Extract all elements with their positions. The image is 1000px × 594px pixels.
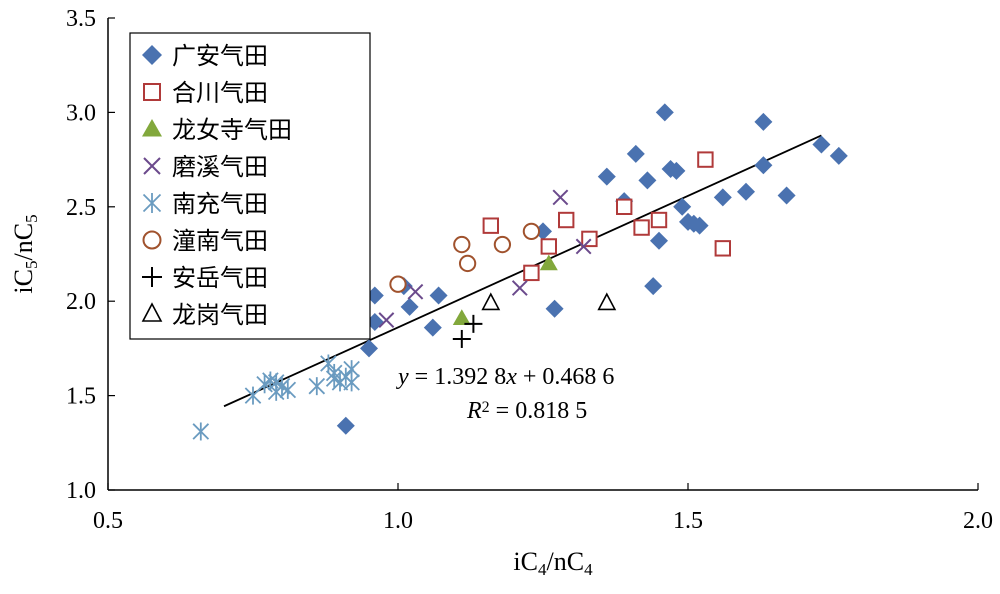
data-point-x xyxy=(511,280,528,296)
legend-marker xyxy=(142,45,162,65)
data-point-x xyxy=(378,312,395,328)
legend-item: 龙岗气田 xyxy=(141,301,268,329)
data-point-diamond xyxy=(429,286,448,305)
data-point-square-open xyxy=(523,264,540,282)
regression-equation-text: y = 1.392 8x + 0.468 6 xyxy=(396,364,614,390)
legend-item: 潼南气田 xyxy=(142,227,268,255)
data-point-asterisk xyxy=(192,422,210,441)
legend-label: 龙女寺气田 xyxy=(172,116,292,144)
data-point-asterisk xyxy=(343,373,360,392)
legend-box xyxy=(129,32,371,340)
data-point-diamond xyxy=(737,182,755,201)
legend-label: 广安气田 xyxy=(172,42,268,70)
data-point-plus xyxy=(452,329,471,348)
legend-marker xyxy=(142,119,162,137)
data-point-diamond xyxy=(336,416,355,435)
data-point-square-open xyxy=(482,217,500,234)
data-point-diamond xyxy=(690,216,709,235)
x-tick-label: 1.5 xyxy=(673,508,703,534)
legend-item: 合川气田 xyxy=(143,79,268,107)
legend-label: 磨溪气田 xyxy=(172,153,268,181)
legend-label: 南充气田 xyxy=(172,190,268,218)
data-point-diamond xyxy=(829,146,848,165)
data-point-diamond xyxy=(545,299,564,318)
regression-equation: y = 1.392 8x + 0.468 6 R2 = 0.818 5 xyxy=(396,364,614,424)
data-point-square-open xyxy=(633,219,650,236)
data-point-asterisk xyxy=(279,380,297,399)
y-tick-label: 2.0 xyxy=(66,289,96,315)
legend-marker xyxy=(141,302,163,322)
legend-marker xyxy=(142,193,162,213)
data-point-asterisk xyxy=(308,377,326,396)
data-point-square-open xyxy=(558,211,575,229)
y-tick-label: 2.5 xyxy=(66,195,96,221)
data-point-square-open xyxy=(540,238,557,255)
axes: 0.5 1.0 1.5 2.0 1.0 1.5 2.0 2.5 3.0 3.5 iC4/nC4 iC5… xyxy=(9,6,993,579)
data-point-circle-open xyxy=(453,235,471,254)
data-point-x xyxy=(407,283,424,300)
legend-marker xyxy=(143,157,161,175)
trendline-layer xyxy=(223,134,822,408)
legend-item: 广安气田 xyxy=(142,42,268,70)
data-point-diamond xyxy=(812,135,831,154)
data-point-diamond xyxy=(673,197,692,216)
data-point-diamond xyxy=(423,318,442,337)
legend-item: 磨溪气田 xyxy=(143,153,268,181)
x-tick-label: 1.0 xyxy=(383,508,413,534)
y-tick-label: 1.0 xyxy=(66,478,96,504)
data-point-diamond xyxy=(597,167,616,186)
legend-marker xyxy=(143,83,161,101)
data-point-diamond xyxy=(754,156,773,175)
data-point-diamond xyxy=(667,161,686,180)
data-point-diamond xyxy=(400,297,419,316)
data-point-diamond xyxy=(638,171,657,190)
data-point-square-open xyxy=(650,211,668,229)
x-axis-title: iC4/nC4 xyxy=(513,547,593,579)
data-point-diamond xyxy=(650,231,668,250)
legend-item: 龙女寺气田 xyxy=(142,116,292,144)
data-point-triangle-open xyxy=(597,292,617,311)
data-point-diamond xyxy=(777,186,796,205)
y-axis-title: iC5/nC5 xyxy=(9,214,41,293)
data-point-circle-open xyxy=(493,235,512,254)
data-point-triangle xyxy=(452,309,471,325)
data-point-circle-open xyxy=(458,254,477,273)
x-tick-label: 2.0 xyxy=(963,508,993,534)
data-point-diamond xyxy=(626,144,645,163)
data-point-diamond xyxy=(655,103,674,122)
y-tick-label: 3.0 xyxy=(66,100,96,126)
legend-item: 南充气田 xyxy=(142,190,268,218)
data-point-x xyxy=(575,238,592,255)
data-point-square-open xyxy=(714,240,731,257)
legend-label: 合川气田 xyxy=(172,79,268,107)
data-point-plus xyxy=(464,314,483,333)
y-tick-label: 1.5 xyxy=(66,384,96,410)
r-squared-text: R2 = 0.818 5 xyxy=(466,398,587,424)
legend-marker xyxy=(142,267,162,287)
data-point-square-open xyxy=(697,151,714,168)
data-point-diamond xyxy=(360,339,378,358)
data-point-diamond xyxy=(713,188,732,207)
data-point-diamond xyxy=(644,277,663,296)
trendline xyxy=(223,134,822,408)
legend-marker xyxy=(142,230,162,250)
data-point-x xyxy=(552,189,569,206)
data-point-triangle-open xyxy=(481,292,501,311)
legend-label: 龙岗气田 xyxy=(172,301,268,329)
y-tick-label: 3.5 xyxy=(66,6,96,32)
data-point-square-open xyxy=(581,230,598,248)
legend-label: 安岳气田 xyxy=(172,264,268,292)
data-point-circle-open xyxy=(522,222,541,240)
legend-label: 潼南气田 xyxy=(172,227,268,255)
data-points-layer xyxy=(192,103,848,441)
data-point-circle-open xyxy=(389,275,407,293)
x-tick-label: 0.5 xyxy=(93,508,123,534)
data-point-diamond xyxy=(754,112,773,131)
legend-item: 安岳气田 xyxy=(142,264,268,292)
data-point-square-open xyxy=(616,198,633,216)
data-point-triangle xyxy=(539,254,558,271)
